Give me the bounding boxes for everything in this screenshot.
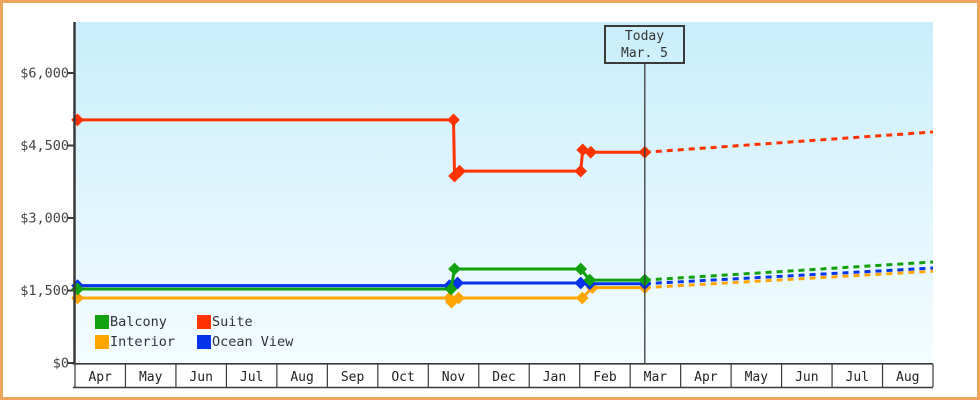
month-label: Mar [644, 370, 668, 385]
legend-label: Ocean View [212, 334, 294, 350]
balcony-swatch-icon [95, 315, 109, 329]
legend-label: Balcony [110, 314, 167, 330]
month-label: Jun [795, 370, 818, 385]
data-point-marker [447, 113, 460, 127]
series-line-balcony [77, 267, 645, 291]
plot-background [75, 22, 933, 364]
data-point-marker [444, 282, 458, 296]
month-label: Oct [391, 370, 414, 385]
today-annotation-box: Today Mar. 5 [604, 25, 685, 64]
y-tick-label: $4,500 [20, 138, 69, 154]
month-label: Feb [593, 370, 617, 385]
month-label: Jan [543, 370, 566, 385]
month-label: Dec [492, 370, 515, 385]
month-label: Apr [88, 370, 112, 385]
legend-label: Suite [212, 314, 253, 330]
month-label: Aug [896, 370, 919, 385]
month-label: May [745, 370, 769, 385]
month-label: May [139, 370, 163, 385]
today-label: Today [624, 28, 665, 44]
y-tick-label: $3,000 [20, 211, 69, 227]
interior-swatch-icon [95, 335, 109, 349]
suite-swatch-icon [197, 315, 211, 329]
y-tick-label: $6,000 [20, 66, 69, 82]
today-date: Mar. 5 [621, 45, 668, 61]
month-label: Jul [846, 370, 869, 385]
month-label: Jul [240, 370, 263, 385]
price-history-chart: Apr May Jun Jul Aug Sep Oct Nov Dec Jan Feb Mar Apr M… [20, 22, 934, 389]
legend-item-interior: Interior [95, 334, 197, 350]
legend-item-suite: Suite [197, 314, 293, 330]
y-tick-label: $1,500 [20, 283, 69, 299]
month-label: Aug [290, 370, 313, 385]
legend-item-ocean-view: Ocean View [197, 334, 293, 350]
forecast-line-interior [644, 269, 934, 290]
legend-label: Interior [110, 334, 176, 350]
legend-item-balcony: Balcony [95, 314, 197, 330]
month-label: Jun [189, 370, 212, 385]
month-label: Nov [442, 370, 466, 385]
data-point-marker [448, 262, 461, 276]
y-tick-label: $0 [53, 356, 69, 372]
data-point-marker [452, 291, 465, 305]
forecast-line-balcony [644, 260, 934, 282]
month-label: Apr [694, 370, 718, 385]
forecast-line-suite [644, 130, 934, 154]
month-label: Sep [341, 370, 365, 385]
data-point-marker [453, 164, 466, 178]
forecast-line-ocean-view [644, 266, 934, 286]
legend: Balcony Suite Interior Ocean View [95, 314, 293, 350]
ocean-view-swatch-icon [197, 335, 211, 349]
